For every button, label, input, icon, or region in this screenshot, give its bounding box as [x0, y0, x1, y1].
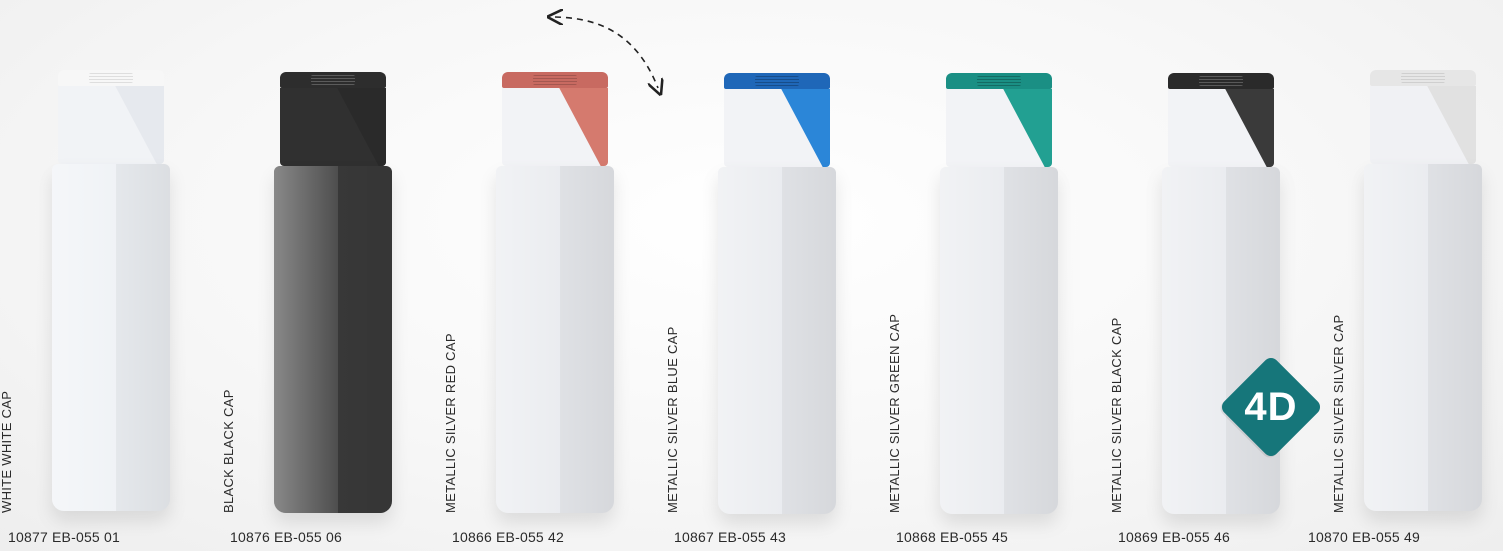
lighter-image	[1364, 70, 1482, 511]
cap-body	[1370, 86, 1476, 164]
product-metallic-silver-silver-cap: METALLIC SILVER SILVER CAP 10870 EB-055 …	[1300, 0, 1500, 551]
badge-text: 4D	[1244, 385, 1298, 429]
rotate-arrow-icon	[540, 0, 680, 120]
cap-grill	[755, 76, 799, 86]
product-white-white-cap: WHITE WHITE CAP 10877 EB-055 01	[0, 0, 200, 551]
cap-top	[58, 70, 164, 86]
lighter-image	[718, 73, 836, 514]
cap-wedge	[1427, 86, 1476, 164]
lighter-image	[1162, 73, 1280, 514]
cap-body	[946, 89, 1052, 167]
cap-grill	[1199, 76, 1243, 86]
product-code: 10869 EB-055 46	[1118, 529, 1230, 545]
cap-body	[280, 88, 386, 166]
lighter-image	[496, 72, 614, 513]
lighter-image	[940, 73, 1058, 514]
cap-grill	[1401, 73, 1445, 83]
lighter-body	[496, 166, 614, 513]
lighter-image	[274, 72, 392, 513]
lighter-body	[1364, 164, 1482, 511]
cap-wedge	[1225, 89, 1274, 167]
cap-grill	[311, 75, 355, 85]
product-label: METALLIC SILVER GREEN CAP	[887, 313, 902, 513]
badge-4d: 4D	[1216, 352, 1326, 462]
cap-wedge	[559, 88, 608, 166]
product-code: 10867 EB-055 43	[674, 529, 786, 545]
product-label: METALLIC SILVER SILVER CAP	[1331, 314, 1346, 513]
cap-body	[58, 86, 164, 164]
product-label: METALLIC SILVER BLACK CAP	[1109, 317, 1124, 513]
cap-grill	[89, 73, 133, 83]
product-label: METALLIC SILVER BLUE CAP	[665, 326, 680, 513]
product-code: 10868 EB-055 45	[896, 529, 1008, 545]
product-metallic-silver-black-cap: METALLIC SILVER BLACK CAP 10869 EB-055 4…	[1109, 0, 1310, 551]
cap-body	[502, 88, 608, 166]
product-label: METALLIC SILVER RED CAP	[443, 333, 458, 513]
lighter-body	[1162, 167, 1280, 514]
cap-wedge	[337, 88, 386, 166]
lighter-image	[52, 70, 170, 511]
product-label: BLACK BLACK CAP	[221, 389, 236, 513]
lighter-body	[52, 164, 170, 511]
product-label: WHITE WHITE CAP	[0, 390, 14, 513]
product-metallic-silver-red-cap: METALLIC SILVER RED CAP 10866 EB-055 42	[443, 0, 644, 551]
cap-top	[1168, 73, 1274, 89]
lighter-body	[940, 167, 1058, 514]
cap-wedge	[781, 89, 830, 167]
product-code: 10876 EB-055 06	[230, 529, 342, 545]
cap-top	[1370, 70, 1476, 86]
product-code: 10870 EB-055 49	[1308, 529, 1420, 545]
lighter-body	[718, 167, 836, 514]
cap-top	[946, 73, 1052, 89]
cap-body	[724, 89, 830, 167]
cap-wedge	[115, 86, 164, 164]
product-metallic-silver-blue-cap: METALLIC SILVER BLUE CAP 10867 EB-055 43	[665, 0, 866, 551]
product-black-black-cap: BLACK BLACK CAP 10876 EB-055 06	[221, 0, 422, 551]
product-metallic-silver-green-cap: METALLIC SILVER GREEN CAP 10868 EB-055 4…	[887, 0, 1088, 551]
lighter-body	[274, 166, 392, 513]
cap-wedge	[1003, 89, 1052, 167]
cap-top	[724, 73, 830, 89]
cap-top	[502, 72, 608, 88]
product-code: 10866 EB-055 42	[452, 529, 564, 545]
cap-top	[280, 72, 386, 88]
cap-body	[1168, 89, 1274, 167]
cap-grill	[533, 75, 577, 85]
cap-grill	[977, 76, 1021, 86]
product-code: 10877 EB-055 01	[8, 529, 120, 545]
